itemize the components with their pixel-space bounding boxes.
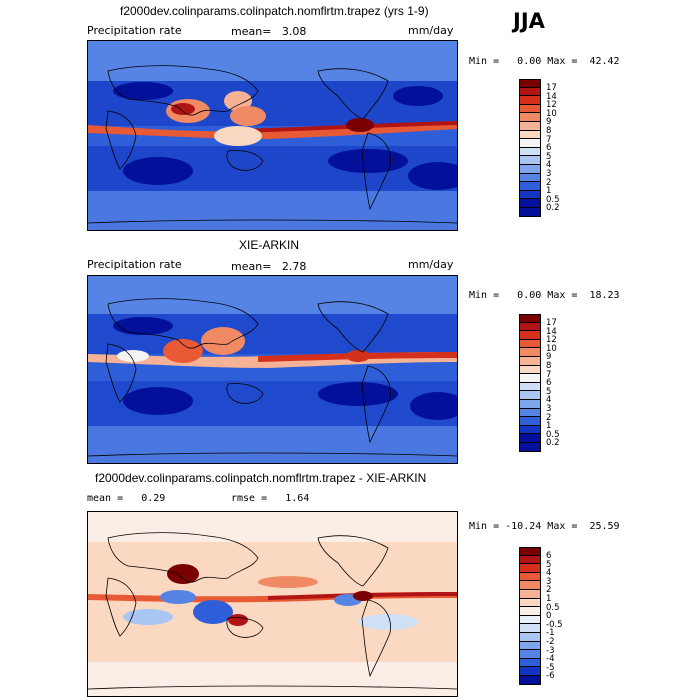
panel1-field-label: Precipitation rate bbox=[87, 24, 182, 37]
panel3-rmse: rmse = 1.64 bbox=[231, 493, 309, 504]
colorbar-label: 14 bbox=[546, 91, 557, 102]
colorbar-label: 5 bbox=[546, 151, 552, 162]
panel1-colorbar bbox=[519, 79, 541, 217]
panel1-map bbox=[87, 40, 458, 231]
panel2-title: XIE-ARKIN bbox=[239, 238, 300, 252]
panel1-max-value: 42.42 bbox=[589, 56, 620, 67]
panel1-colorbar-labels: 17 14 12 10 9 8 7 6 5 4 3 2 1 0.5 0.2 bbox=[546, 84, 560, 213]
colorbar-label: 2 bbox=[546, 412, 552, 423]
colorbar-label: -5 bbox=[546, 662, 555, 673]
colorbar-label: 3 bbox=[546, 576, 552, 587]
colorbar-label: 0.2 bbox=[546, 438, 560, 449]
colorbar-label: -1 bbox=[546, 628, 555, 639]
colorbar-label: 4 bbox=[546, 568, 552, 579]
panel3-colorbar-labels: 6 5 4 3 2 1 0.5 0 -0.5 -1 -2 -3 -4 -5 -6 bbox=[546, 552, 563, 681]
colorbar-label: 14 bbox=[546, 326, 557, 337]
panel1-units: mm/day bbox=[408, 24, 454, 37]
panel3-min-label: Min = bbox=[469, 521, 500, 532]
colorbar-label: 2 bbox=[546, 177, 552, 188]
colorbar-label: 4 bbox=[546, 160, 552, 171]
colorbar-label: 6 bbox=[546, 143, 552, 154]
colorbar-label: 17 bbox=[546, 318, 557, 328]
colorbar-label: 6 bbox=[546, 378, 552, 389]
colorbar-label: 7 bbox=[546, 369, 552, 380]
panel1-mean: mean= 3.08 bbox=[231, 25, 306, 38]
colorbar-label: 10 bbox=[546, 343, 557, 354]
panel2-field-label: Precipitation rate bbox=[87, 258, 182, 271]
colorbar-label: 0.5 bbox=[546, 194, 560, 205]
panel2-min-value: 0.00 bbox=[517, 290, 542, 301]
panel3-minmax: Min = -10.24 Max = 25.59 bbox=[469, 521, 620, 532]
panel1-title: f2000dev.colinparams.colinpatch.nomflrtm… bbox=[120, 4, 429, 18]
colorbar-label: 0.5 bbox=[546, 602, 560, 613]
colorbar-label: 5 bbox=[546, 386, 552, 397]
colorbar-label: 4 bbox=[546, 395, 552, 406]
colorbar-label: 1 bbox=[546, 593, 552, 604]
panel3-min-value: -10.24 bbox=[505, 521, 542, 532]
colorbar-label: 9 bbox=[546, 117, 552, 128]
panel3-map bbox=[87, 511, 458, 697]
colorbar-label: -4 bbox=[546, 654, 555, 665]
season-label: JJA bbox=[513, 9, 545, 33]
colorbar-label: -0.5 bbox=[546, 619, 563, 630]
panel2-mean: mean= 2.78 bbox=[231, 260, 306, 273]
colorbar-label: 9 bbox=[546, 352, 552, 363]
colorbar-label: 0.5 bbox=[546, 429, 560, 440]
panel3-max-value: 25.59 bbox=[589, 521, 620, 532]
panel1-min-value: 0.00 bbox=[517, 56, 542, 67]
panel3-max-label: Max = bbox=[547, 521, 578, 532]
colorbar-label: -2 bbox=[546, 636, 555, 647]
colorbar-label: 1 bbox=[546, 421, 552, 432]
panel3-colorbar bbox=[519, 547, 541, 685]
colorbar-label: 6 bbox=[546, 551, 552, 561]
panel2-minmax: Min = 0.00 Max = 18.23 bbox=[469, 290, 620, 301]
panel3-mean-label: mean = bbox=[87, 493, 124, 504]
panel2-map bbox=[87, 275, 458, 464]
colorbar-label: -6 bbox=[546, 671, 555, 682]
panel3-rmse-label: rmse = bbox=[231, 493, 268, 504]
panel2-mean-label: mean= bbox=[231, 260, 272, 273]
colorbar-label: 1 bbox=[546, 186, 552, 197]
panel2-max-value: 18.23 bbox=[589, 290, 620, 301]
panel2-colorbar-labels: 17 14 12 10 9 8 7 6 5 4 3 2 1 0.5 0.2 bbox=[546, 319, 560, 448]
colorbar-label: -3 bbox=[546, 645, 555, 656]
colorbar-label: 0 bbox=[546, 611, 552, 622]
panel2-colorbar bbox=[519, 314, 541, 452]
panel2-min-label: Min = bbox=[469, 290, 500, 301]
panel3-mean-value: 0.29 bbox=[141, 493, 166, 504]
colorbar-label: 7 bbox=[546, 134, 552, 145]
panel1-minmax: Min = 0.00 Max = 42.42 bbox=[469, 56, 620, 67]
colorbar-label: 12 bbox=[546, 335, 557, 346]
panel1-max-label: Max = bbox=[547, 56, 578, 67]
panel3-title: f2000dev.colinparams.colinpatch.nomflrtm… bbox=[95, 471, 427, 485]
panel1-min-label: Min = bbox=[469, 56, 500, 67]
panel2-max-label: Max = bbox=[547, 290, 578, 301]
colorbar-label: 10 bbox=[546, 108, 557, 119]
colorbar-label: 0.2 bbox=[546, 203, 560, 214]
colorbar-label: 5 bbox=[546, 559, 552, 570]
panel2-units: mm/day bbox=[408, 258, 454, 271]
colorbar-label: 8 bbox=[546, 125, 552, 136]
colorbar-label: 2 bbox=[546, 585, 552, 596]
colorbar-label: 17 bbox=[546, 83, 557, 93]
panel1-mean-label: mean= bbox=[231, 25, 272, 38]
panel1-mean-value: 3.08 bbox=[281, 25, 307, 38]
colorbar-label: 3 bbox=[546, 403, 552, 414]
panel2-mean-value: 2.78 bbox=[281, 260, 307, 273]
panel3-mean: mean = 0.29 bbox=[87, 493, 165, 504]
colorbar-label: 12 bbox=[546, 100, 557, 111]
colorbar-label: 3 bbox=[546, 168, 552, 179]
panel3-rmse-value: 1.64 bbox=[285, 493, 310, 504]
colorbar-label: 8 bbox=[546, 360, 552, 371]
